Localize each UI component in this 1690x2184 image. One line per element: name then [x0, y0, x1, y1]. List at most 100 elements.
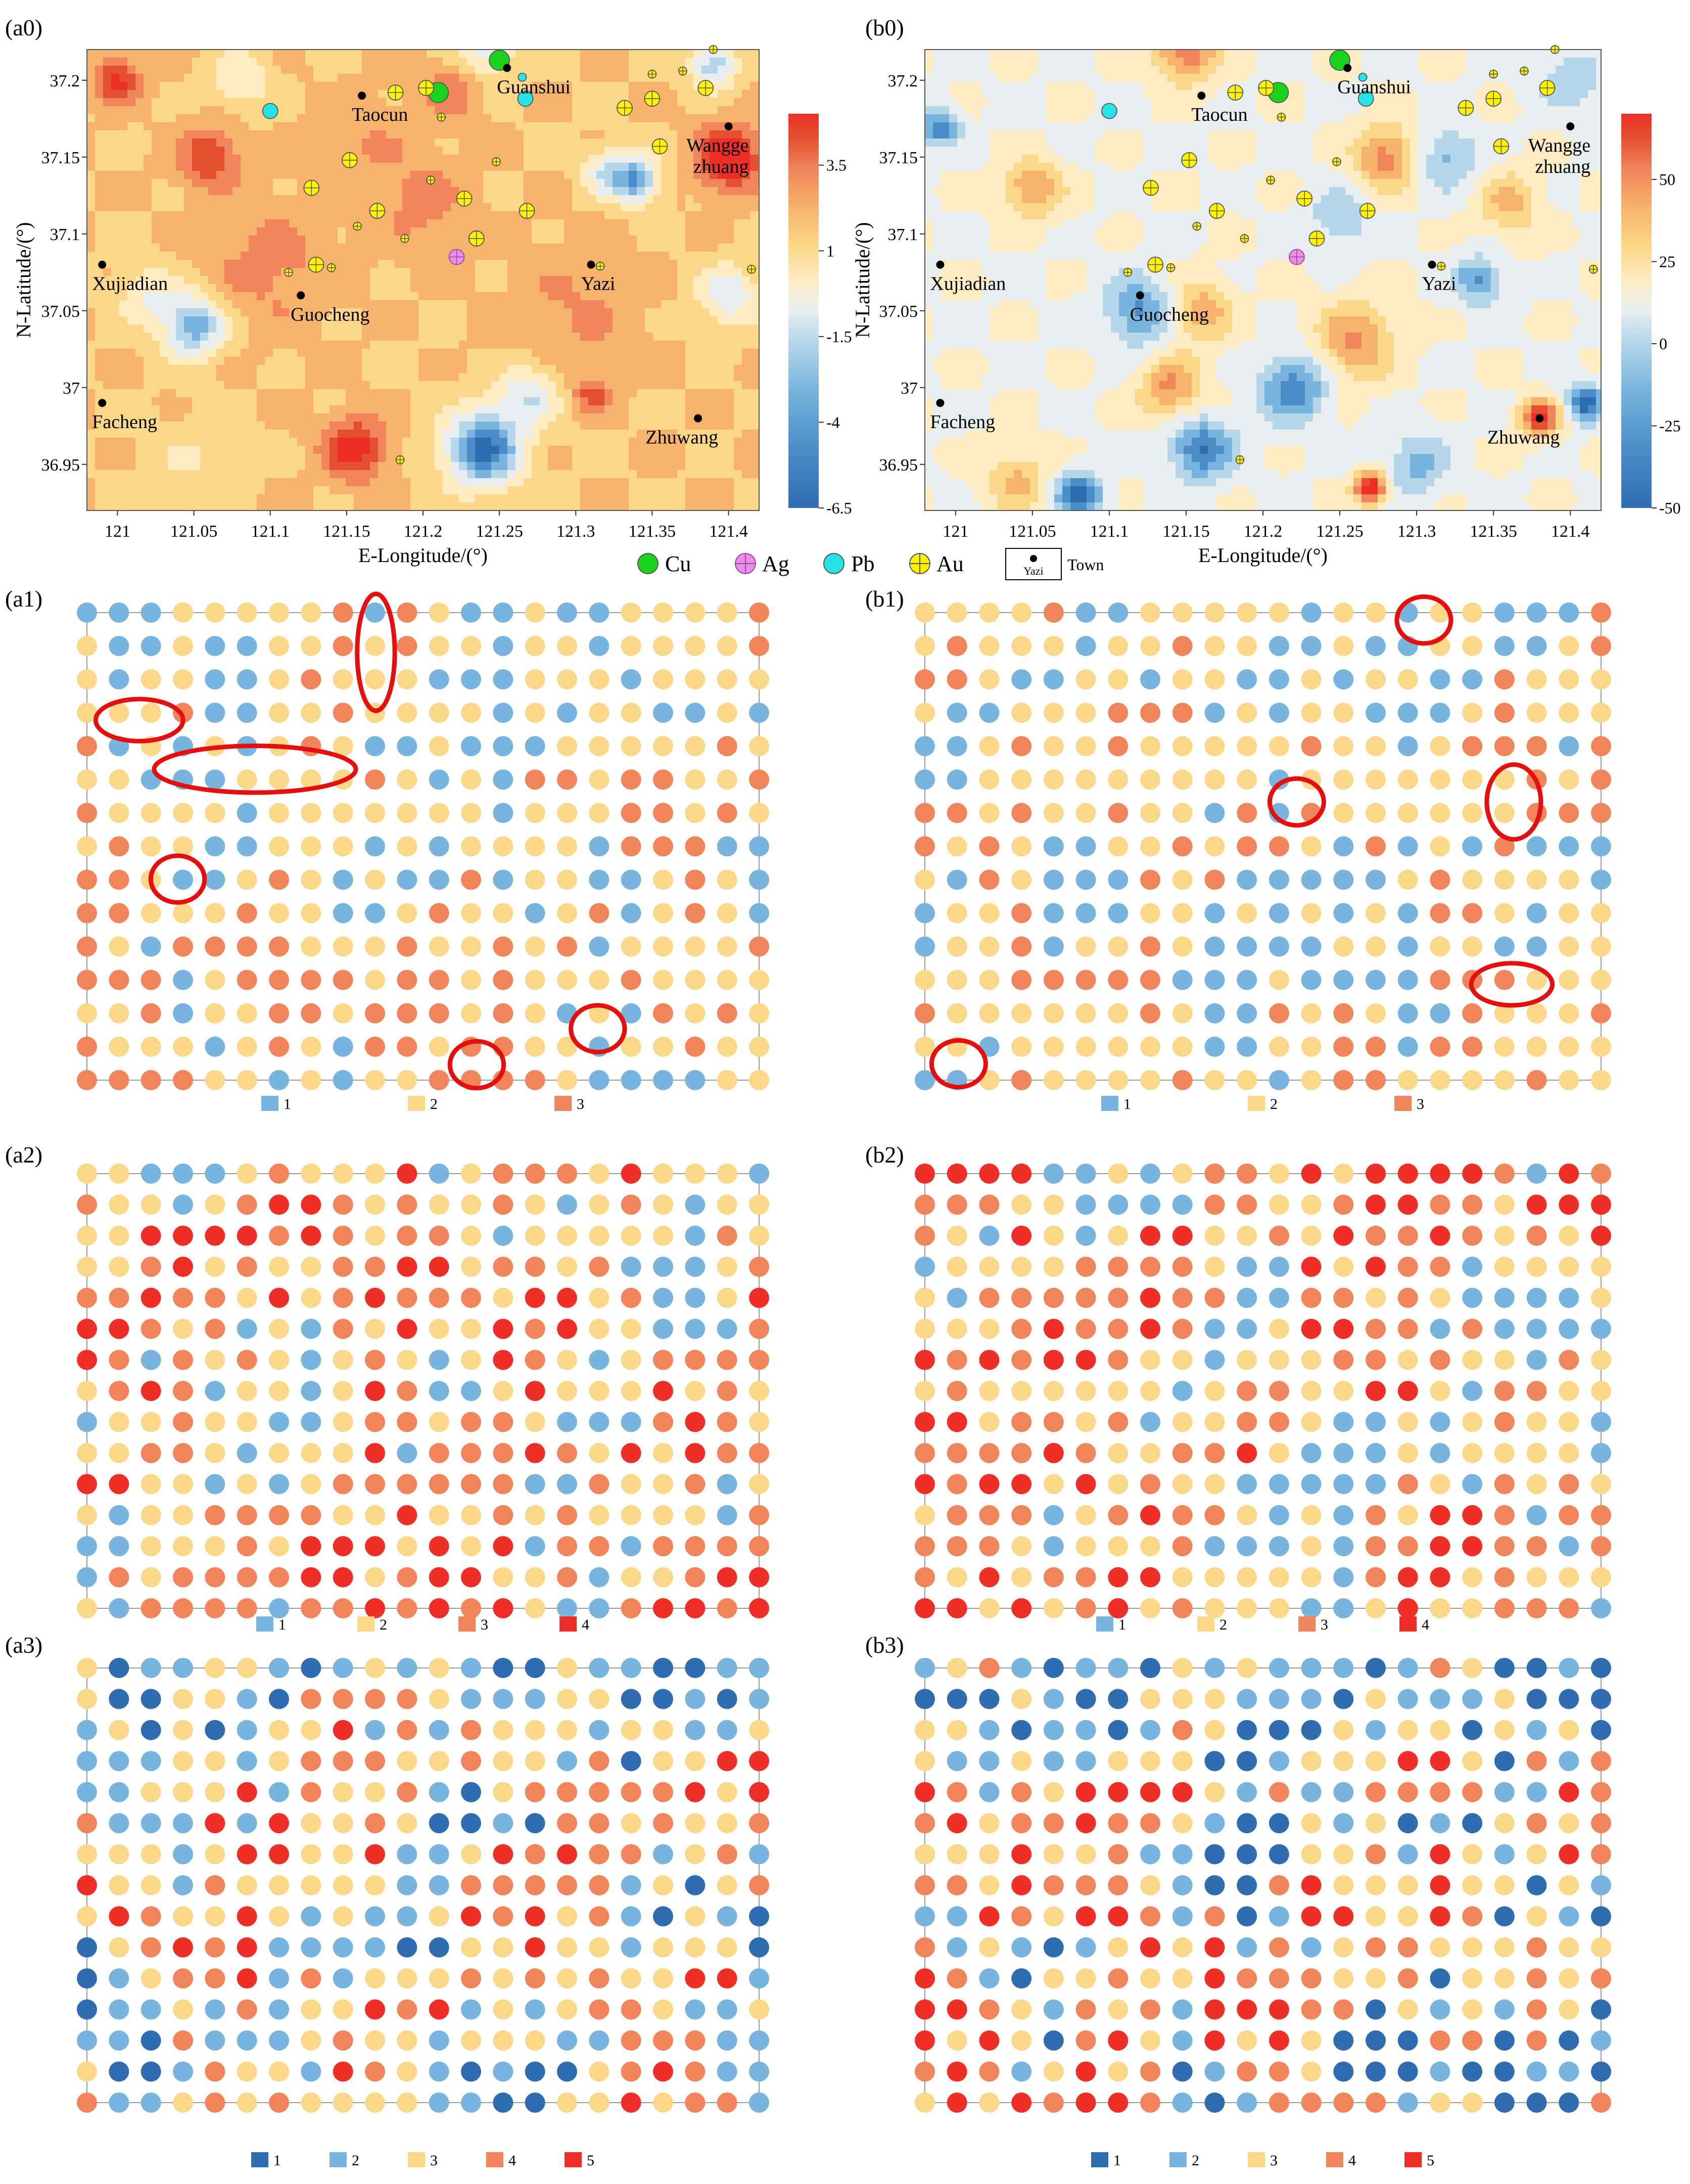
field-cell [289, 502, 298, 510]
field-cell [677, 422, 686, 430]
field-cell [604, 324, 613, 333]
field-cell [604, 462, 613, 471]
field-cell [135, 268, 144, 276]
field-cell [257, 98, 265, 107]
field-cell [386, 470, 395, 479]
field-cell [483, 308, 492, 317]
field-cell [87, 58, 96, 66]
field-cell [637, 308, 645, 317]
field-cell [491, 195, 500, 204]
field-cell [176, 308, 184, 317]
field-cell [475, 58, 484, 66]
field-cell [103, 179, 112, 188]
field-cell [564, 308, 573, 317]
field-cell [241, 106, 249, 115]
field-cell [556, 365, 565, 374]
town-marker [587, 260, 595, 269]
field-cell [701, 292, 710, 301]
field-cell [119, 284, 128, 293]
field-cell [435, 438, 443, 446]
field-cell [184, 405, 193, 414]
field-cell [564, 138, 573, 147]
field-cell [459, 106, 467, 115]
field-cell [750, 333, 759, 341]
field-cell [249, 430, 257, 438]
field-cell [127, 462, 136, 471]
field-cell [1167, 50, 1176, 58]
field-cell [152, 171, 160, 179]
field-cell [144, 50, 152, 58]
field-cell [653, 413, 662, 422]
x-tick-label: 121.05 [170, 522, 218, 541]
field-cell [370, 276, 379, 285]
field-cell [734, 478, 742, 487]
field-cell [216, 187, 225, 196]
field-cell [410, 50, 419, 58]
field-cell [596, 179, 605, 188]
field-cell [710, 58, 718, 66]
field-cell [427, 276, 435, 285]
field-cell [742, 276, 750, 285]
field-cell [370, 155, 379, 163]
field-cell [661, 405, 670, 414]
field-cell [459, 130, 467, 139]
field-cell [95, 187, 104, 196]
field-cell [362, 405, 370, 414]
field-cell [273, 138, 281, 147]
field-cell [556, 244, 565, 252]
field-cell [394, 195, 403, 204]
field-cell [410, 349, 419, 357]
field-cell [677, 106, 686, 115]
field-cell [216, 422, 225, 430]
field-cell [572, 373, 581, 382]
field-cell [103, 122, 112, 131]
field-cell [321, 365, 330, 374]
field-cell [596, 470, 605, 479]
field-cell [257, 236, 265, 244]
field-cell [613, 227, 621, 236]
field-cell [402, 502, 411, 510]
field-cell [119, 405, 128, 414]
field-cell [669, 405, 678, 414]
field-cell [184, 284, 193, 293]
field-cell [249, 405, 257, 414]
field-cell [257, 50, 265, 58]
field-cell [459, 179, 467, 188]
field-cell [1159, 50, 1168, 58]
field-cell [693, 324, 702, 333]
field-cell [629, 219, 637, 228]
field-cell [208, 284, 217, 293]
field-cell [588, 268, 597, 276]
field-cell [750, 147, 759, 155]
field-cell [208, 478, 217, 487]
field-cell [443, 58, 451, 66]
field-cell [370, 187, 379, 196]
field-cell [427, 324, 435, 333]
field-cell [588, 478, 597, 487]
field-cell [572, 260, 581, 268]
field-cell [402, 268, 411, 276]
field-cell [313, 454, 322, 462]
field-cell [152, 122, 160, 131]
field-cell [604, 494, 613, 503]
field-cell [645, 446, 653, 454]
field-cell [540, 252, 548, 260]
field-cell [281, 114, 290, 123]
field-cell [524, 373, 532, 382]
field-cell [669, 252, 678, 260]
field-cell [499, 365, 508, 374]
field-cell [475, 203, 484, 212]
field-cell [95, 268, 104, 276]
field-cell [338, 308, 346, 317]
field-cell [467, 90, 476, 99]
field-cell [637, 252, 645, 260]
field-cell [548, 211, 556, 220]
field-cell [354, 324, 362, 333]
field-cell [152, 381, 160, 390]
field-cell [524, 252, 532, 260]
field-cell [135, 90, 144, 99]
field-cell [119, 381, 128, 390]
field-cell [669, 357, 678, 365]
field-cell [232, 252, 241, 260]
field-cell [710, 381, 718, 390]
